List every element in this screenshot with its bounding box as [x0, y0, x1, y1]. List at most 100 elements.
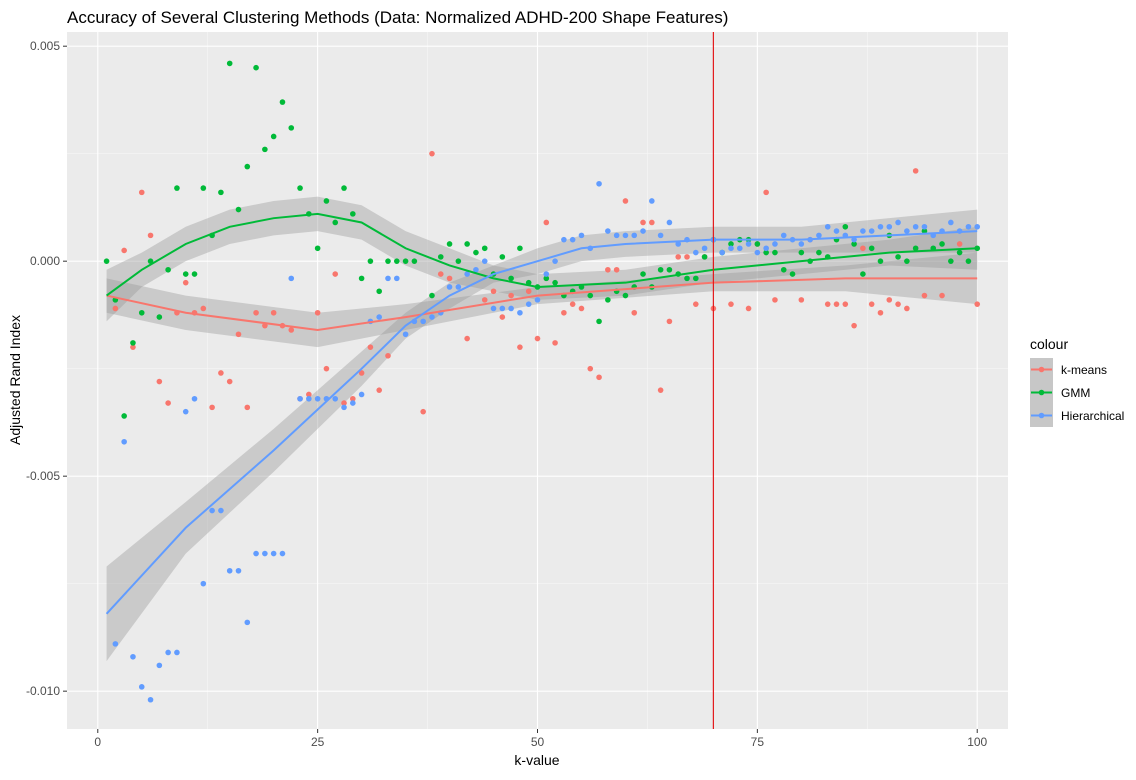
- point-k-means: [939, 292, 945, 299]
- point-gmm: [174, 185, 180, 191]
- point-hierarchical: [314, 395, 321, 402]
- point-gmm: [297, 185, 303, 191]
- point-gmm: [411, 258, 418, 264]
- point-gmm: [455, 258, 462, 264]
- point-hierarchical: [332, 395, 339, 402]
- point-gmm: [868, 245, 875, 252]
- legend-dot-hierarchical: [1038, 412, 1045, 419]
- point-k-means: [578, 305, 585, 312]
- band-gmm: [106, 196, 978, 322]
- point-gmm: [508, 275, 514, 282]
- trend-k-means: [106, 277, 978, 331]
- point-hierarchical: [218, 507, 224, 514]
- point-k-means: [772, 297, 778, 303]
- point-k-means: [200, 305, 207, 312]
- point-hierarchical: [420, 318, 426, 325]
- point-hierarchical: [692, 249, 699, 256]
- point-k-means: [569, 301, 576, 307]
- point-gmm: [446, 241, 453, 247]
- point-hierarchical: [138, 684, 145, 690]
- point-hierarchical: [429, 314, 435, 320]
- point-hierarchical: [525, 301, 532, 307]
- point-k-means: [657, 387, 664, 393]
- point-hierarchical: [666, 219, 673, 226]
- point-gmm: [218, 189, 224, 196]
- point-hierarchical: [578, 232, 585, 239]
- point-gmm: [437, 254, 444, 260]
- point-k-means: [420, 408, 426, 415]
- point-hierarchical: [270, 550, 277, 557]
- x-tick-label: 50: [531, 735, 545, 749]
- point-gmm: [103, 258, 110, 264]
- trend-hierarchical: [105, 230, 978, 615]
- point-gmm: [429, 292, 435, 299]
- point-hierarchical: [569, 236, 576, 243]
- point-hierarchical: [851, 236, 857, 243]
- point-hierarchical: [464, 271, 470, 277]
- point-hierarchical: [112, 641, 119, 647]
- point-gmm: [939, 241, 945, 247]
- point-k-means: [728, 301, 734, 307]
- point-hierarchical: [147, 696, 154, 703]
- point-gmm: [692, 275, 699, 282]
- point-k-means: [974, 301, 981, 307]
- point-gmm: [780, 266, 787, 273]
- point-k-means: [543, 219, 550, 226]
- point-k-means: [561, 309, 567, 316]
- point-k-means: [534, 335, 541, 342]
- point-k-means: [130, 344, 136, 350]
- point-hierarchical: [754, 249, 761, 256]
- legend-dot-k-means: [1038, 366, 1045, 373]
- point-k-means: [367, 344, 374, 350]
- point-hierarchical: [543, 271, 550, 277]
- point-k-means: [464, 335, 470, 342]
- point-k-means: [235, 331, 242, 338]
- point-gmm: [921, 228, 928, 234]
- point-gmm: [402, 258, 409, 264]
- legend: colour k-means GMM Hierarchical: [1030, 336, 1124, 427]
- point-gmm: [877, 258, 884, 264]
- point-hierarchical: [780, 232, 787, 239]
- point-gmm: [666, 266, 673, 273]
- point-k-means: [605, 266, 611, 273]
- point-hierarchical: [200, 580, 207, 587]
- point-gmm: [367, 258, 374, 264]
- point-gmm: [314, 245, 321, 252]
- point-k-means: [860, 245, 866, 252]
- point-k-means: [253, 309, 259, 316]
- point-hierarchical: [402, 331, 409, 338]
- y-axis-label: Adjusted Rand Index: [7, 315, 23, 445]
- point-gmm: [798, 249, 805, 256]
- point-gmm: [772, 249, 778, 256]
- point-k-means: [112, 305, 119, 312]
- point-hierarchical: [455, 284, 462, 290]
- point-gmm: [464, 241, 470, 247]
- point-gmm: [763, 249, 769, 256]
- point-hierarchical: [728, 245, 734, 252]
- point-k-means: [121, 247, 127, 254]
- point-k-means: [481, 297, 488, 303]
- point-gmm: [332, 219, 339, 226]
- point-gmm: [851, 241, 857, 247]
- legend-label-gmm: GMM: [1061, 386, 1090, 400]
- point-gmm: [754, 241, 761, 247]
- point-hierarchical: [772, 241, 778, 247]
- point-hierarchical: [613, 232, 620, 239]
- point-k-means: [692, 301, 699, 307]
- point-k-means: [640, 219, 646, 226]
- point-k-means: [226, 378, 233, 385]
- point-hierarchical: [174, 649, 180, 656]
- point-gmm: [147, 258, 154, 264]
- point-gmm: [587, 292, 594, 299]
- point-hierarchical: [763, 245, 769, 252]
- point-gmm: [253, 64, 259, 71]
- legend-dot-gmm: [1038, 389, 1045, 396]
- point-gmm: [138, 309, 145, 316]
- point-gmm: [895, 254, 901, 260]
- point-hierarchical: [253, 550, 259, 557]
- point-k-means: [244, 404, 251, 411]
- point-k-means: [147, 232, 154, 239]
- point-gmm: [860, 271, 866, 277]
- point-k-means: [842, 301, 849, 307]
- point-gmm: [640, 271, 646, 277]
